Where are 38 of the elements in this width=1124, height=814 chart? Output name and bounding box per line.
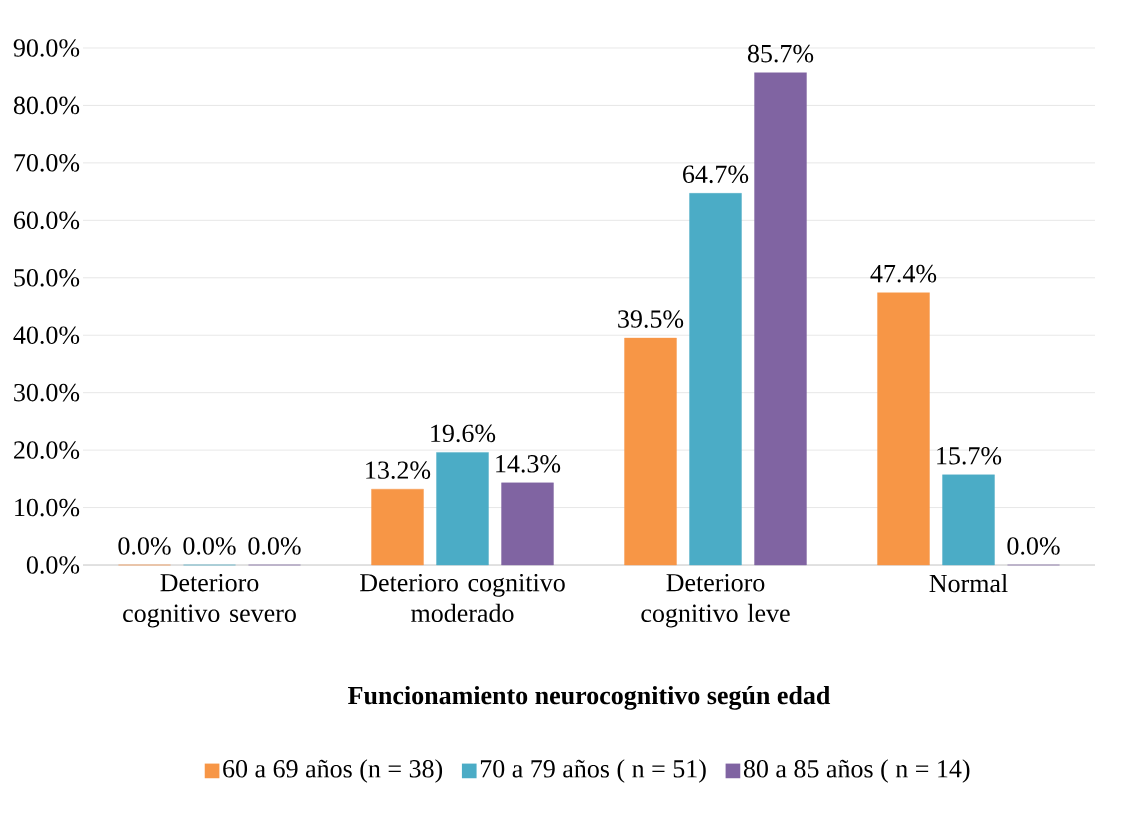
bar xyxy=(436,452,489,566)
bar xyxy=(371,488,424,566)
data-label: 47.4% xyxy=(870,264,937,283)
data-label: 19.6% xyxy=(431,424,496,443)
x-tick-label: Deterioro cognitivo moderado xyxy=(360,573,565,623)
data-label: 85.7% xyxy=(747,44,814,63)
bar xyxy=(754,72,807,566)
data-label: 0.0% xyxy=(183,537,236,555)
y-tick-label: 0.0% xyxy=(26,556,80,574)
bar xyxy=(501,482,554,566)
bar xyxy=(877,292,930,566)
data-label: 0.0% xyxy=(248,537,301,555)
data-label: 13.2% xyxy=(366,461,431,479)
y-tick-label: 20.0% xyxy=(14,441,80,459)
data-label: 14.3% xyxy=(496,454,561,473)
data-label: 0.0% xyxy=(118,537,171,555)
y-tick-label: 90.0% xyxy=(13,39,80,57)
legend-label: 70 a 79 años ( n = 51) xyxy=(480,759,706,783)
bar xyxy=(942,474,995,566)
y-tick-label: 30.0% xyxy=(14,383,80,402)
data-label: 15.7% xyxy=(937,446,1002,465)
y-tick-label: 10.0% xyxy=(15,498,80,517)
y-tick-label: 60.0% xyxy=(14,211,80,230)
data-label: 0.0% xyxy=(1007,537,1060,555)
bar xyxy=(689,193,742,566)
y-tick-label: 50.0% xyxy=(14,268,80,287)
y-tick-label: 40.0% xyxy=(13,326,80,345)
x-tick-label: Deterioro cognitivo severo xyxy=(123,573,296,628)
data-label: 39.5% xyxy=(618,310,684,328)
x-tick-label: Deterioro cognitivo leve xyxy=(641,573,790,628)
legend-label: 60 a 69 años (n = 38) xyxy=(223,759,443,783)
x-axis-title: Funcionamiento neurocognitivo según edad xyxy=(348,685,831,710)
x-tick-label: Normal xyxy=(929,573,1008,593)
y-tick-label: 70.0% xyxy=(14,154,80,172)
bar xyxy=(624,337,677,566)
y-tick-label: 80.0% xyxy=(13,96,80,115)
legend-label: 80 a 85 años ( n = 14) xyxy=(743,759,970,783)
data-label: 64.7% xyxy=(683,165,749,184)
